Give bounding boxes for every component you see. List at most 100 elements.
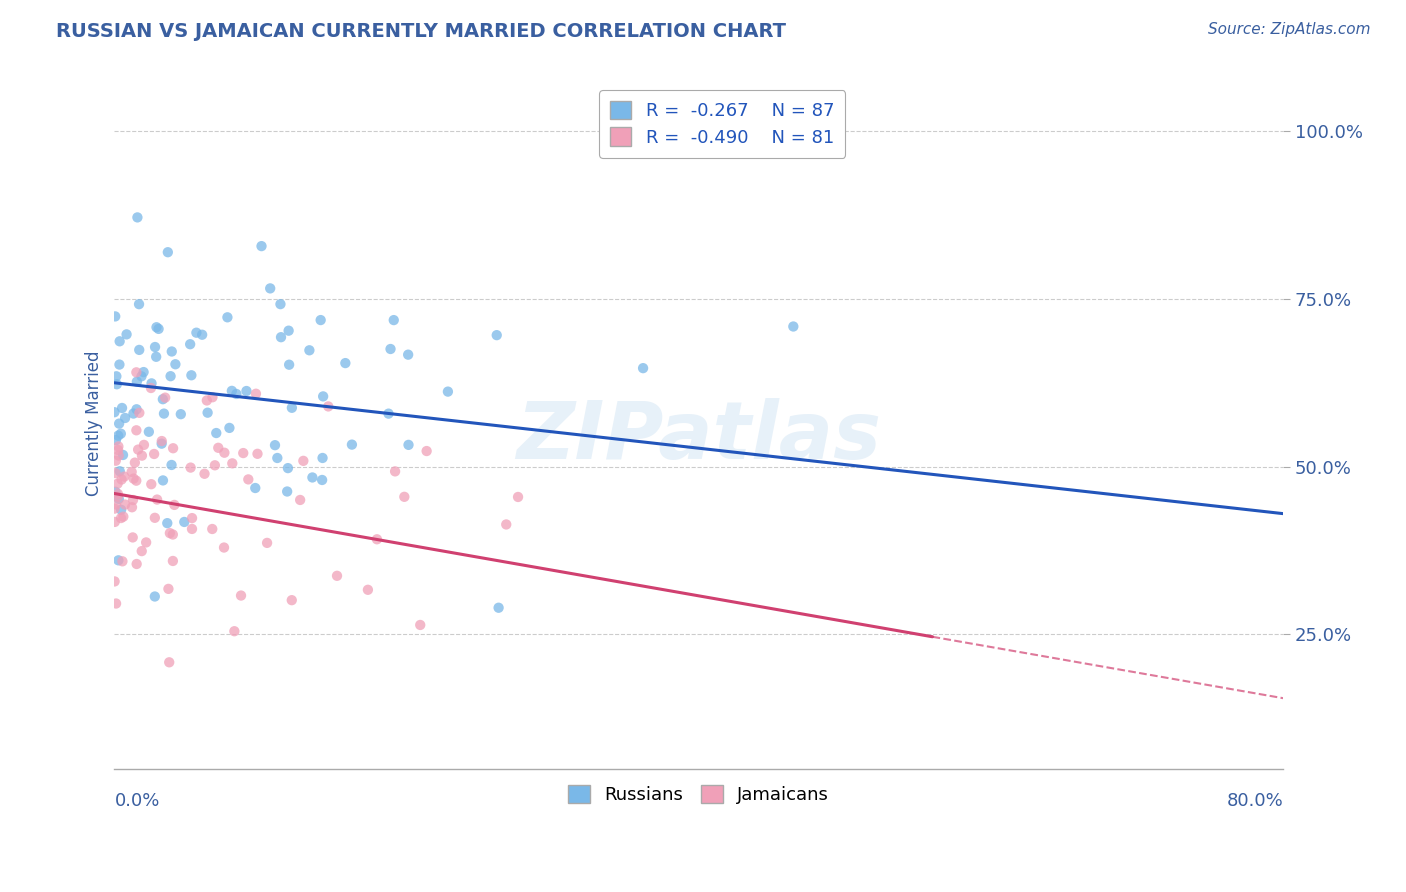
Point xyxy=(316,400,339,414)
Point xyxy=(191,327,214,342)
Point xyxy=(238,472,260,486)
Text: Source: ZipAtlas.com: Source: ZipAtlas.com xyxy=(1208,22,1371,37)
Point xyxy=(104,310,127,324)
Point xyxy=(256,536,278,550)
Y-axis label: Currently Married: Currently Married xyxy=(86,351,103,496)
Point xyxy=(159,526,181,541)
Point xyxy=(205,425,228,440)
Point xyxy=(162,442,184,456)
Point xyxy=(218,421,240,435)
Point xyxy=(132,438,155,452)
Point xyxy=(107,440,129,454)
Point xyxy=(104,454,127,468)
Point xyxy=(143,340,166,354)
Point xyxy=(214,446,236,460)
Point xyxy=(108,417,131,431)
Point xyxy=(141,477,163,491)
Point xyxy=(250,239,273,253)
Point xyxy=(104,574,127,589)
Point xyxy=(266,450,288,465)
Point xyxy=(335,356,357,370)
Point xyxy=(108,358,131,372)
Point xyxy=(107,476,129,491)
Point xyxy=(186,326,208,340)
Point xyxy=(380,342,402,356)
Point xyxy=(292,454,315,468)
Point xyxy=(340,437,363,451)
Point xyxy=(221,384,243,398)
Point xyxy=(277,461,299,475)
Text: RUSSIAN VS JAMAICAN CURRENTLY MARRIED CORRELATION CHART: RUSSIAN VS JAMAICAN CURRENTLY MARRIED CO… xyxy=(56,22,786,41)
Point xyxy=(782,319,804,334)
Point xyxy=(143,590,166,604)
Point xyxy=(382,313,405,327)
Point xyxy=(270,330,292,344)
Point xyxy=(111,448,134,462)
Point xyxy=(162,554,184,568)
Point xyxy=(162,527,184,541)
Point xyxy=(131,449,153,463)
Point xyxy=(143,511,166,525)
Point xyxy=(152,392,174,407)
Text: ZIPatlas: ZIPatlas xyxy=(516,398,882,475)
Point xyxy=(128,406,150,420)
Point xyxy=(104,433,127,447)
Point xyxy=(103,405,125,419)
Point xyxy=(139,381,162,395)
Point xyxy=(127,442,149,457)
Point xyxy=(264,438,287,452)
Point xyxy=(105,377,128,392)
Point xyxy=(107,490,129,504)
Point xyxy=(179,337,201,351)
Point xyxy=(384,464,406,478)
Point xyxy=(229,589,252,603)
Point xyxy=(235,384,257,398)
Point xyxy=(485,328,508,343)
Point xyxy=(195,393,218,408)
Point xyxy=(122,493,145,508)
Point xyxy=(115,327,138,342)
Point xyxy=(132,365,155,379)
Point xyxy=(288,492,311,507)
Point xyxy=(110,473,132,487)
Point xyxy=(104,515,127,529)
Point xyxy=(225,387,247,401)
Point xyxy=(181,522,204,536)
Point xyxy=(437,384,460,399)
Point xyxy=(125,365,148,379)
Point xyxy=(246,447,269,461)
Point xyxy=(193,467,215,481)
Point xyxy=(128,343,150,357)
Point xyxy=(107,487,129,501)
Legend: Russians, Jamaicans: Russians, Jamaicans xyxy=(557,774,841,815)
Point xyxy=(121,465,143,479)
Point xyxy=(127,211,149,225)
Point xyxy=(128,297,150,311)
Point xyxy=(357,582,380,597)
Point xyxy=(111,554,134,568)
Point xyxy=(107,449,129,463)
Point xyxy=(135,535,157,549)
Point xyxy=(259,281,281,295)
Point xyxy=(150,436,173,450)
Point xyxy=(105,369,128,384)
Point xyxy=(112,469,135,483)
Point xyxy=(301,470,323,484)
Point xyxy=(114,411,136,425)
Point xyxy=(212,541,235,555)
Point xyxy=(125,375,148,389)
Point xyxy=(114,498,136,512)
Text: 80.0%: 80.0% xyxy=(1226,792,1284,810)
Point xyxy=(110,426,132,441)
Point xyxy=(415,444,437,458)
Point xyxy=(122,407,145,421)
Point xyxy=(201,522,224,536)
Point xyxy=(107,491,129,506)
Point xyxy=(108,334,131,349)
Point xyxy=(107,443,129,458)
Point xyxy=(245,481,267,495)
Point xyxy=(409,618,432,632)
Point xyxy=(163,498,186,512)
Point xyxy=(125,557,148,571)
Point xyxy=(160,458,183,472)
